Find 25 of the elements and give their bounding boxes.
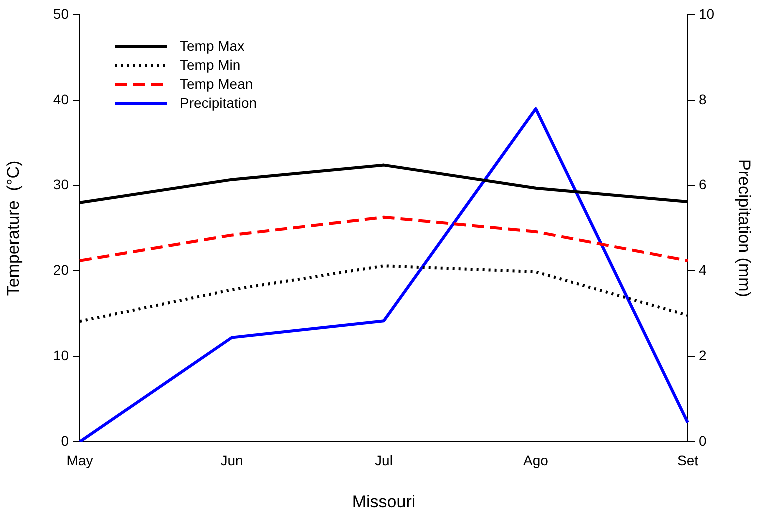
- x-tick-label: May: [66, 452, 94, 468]
- x-tick-label: Jul: [375, 452, 393, 468]
- y-tick-label: 40: [53, 91, 70, 108]
- x-tick-label: Set: [677, 452, 699, 468]
- y2-tick-label: 6: [699, 176, 707, 193]
- y2-tick-label: 0: [699, 432, 707, 449]
- legend-label: Precipitation: [180, 94, 258, 111]
- y2-tick-label: 8: [699, 91, 707, 108]
- y2-tick-label: 2: [699, 347, 707, 364]
- y2-axis-title: Precipitation (mm): [735, 160, 754, 298]
- y-tick-label: 10: [53, 347, 70, 364]
- y-tick-label: 20: [53, 262, 70, 278]
- y-tick-label: 50: [53, 6, 70, 22]
- x-axis-title: Missouri: [352, 492, 416, 512]
- y-axis-title: Temperature (°C): [4, 160, 23, 296]
- y-tick-label: 30: [53, 176, 70, 193]
- y2-tick-label: 4: [699, 262, 707, 278]
- legend-label: Temp Mean: [180, 76, 254, 92]
- line-series: [78, 216, 690, 262]
- legend-label: Temp Min: [180, 56, 241, 73]
- legend-label: Temp Max: [180, 38, 245, 54]
- x-tick-label: Ago: [524, 452, 549, 468]
- x-tick-label: Jun: [220, 452, 244, 468]
- y2-tick-label: 10: [699, 6, 715, 22]
- y-tick-label: 0: [61, 432, 70, 449]
